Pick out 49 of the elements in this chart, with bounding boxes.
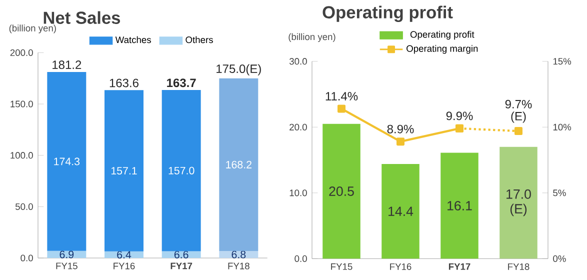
y-tick-label: 100.0 (10, 152, 33, 159)
data-label: 6.4 (117, 250, 132, 258)
y-tick-label: 20.0 (290, 124, 307, 130)
x-tick-label: FY17 (170, 262, 192, 270)
y2-tick-label: 15% (553, 58, 572, 65)
total-label: 175.0(E) (216, 64, 261, 76)
legend-label: Operating profit (410, 30, 474, 40)
y-tick-label: 200.0 (10, 49, 33, 56)
data-label: 174.3 (54, 158, 80, 166)
total-label: 163.7 (167, 78, 196, 88)
y-tick-label: 50.0 (16, 203, 33, 210)
data-label: 157.0 (168, 166, 194, 174)
data-label: 6.6 (174, 250, 188, 258)
legend-label: Watches (115, 36, 151, 44)
y-axis-title: (billion yen) (288, 33, 336, 42)
chart-title: Operating profit (322, 6, 453, 22)
data-label: 9.7% (E) (505, 100, 532, 123)
y2-tick-label: 10% (553, 124, 572, 130)
data-label: 16.1 (448, 201, 472, 210)
total-label: 163.6 (110, 78, 138, 88)
x-tick-label: FY15 (56, 262, 78, 270)
data-label: 157.1 (111, 167, 137, 175)
data-label: 9.9% (446, 112, 473, 120)
x-tick-label: FY16 (114, 262, 135, 270)
data-label: 6.9 (60, 250, 74, 258)
x-tick-label: FY18 (228, 262, 250, 270)
y2-tick-label: 5% (553, 190, 566, 196)
y-axis-title: (billion yen) (9, 24, 56, 34)
legend-label: Operating margin (406, 45, 478, 54)
data-label: 8.9% (387, 124, 414, 134)
y-tick-label: 0.0 (294, 255, 307, 262)
chart-title: Net Sales (44, 11, 120, 24)
y-tick-label: 0.0 (20, 254, 33, 262)
data-label: 6.8 (232, 250, 246, 258)
y-tick-label: 10.0 (290, 190, 307, 196)
data-label: 20.5 (329, 186, 354, 196)
x-tick-label: FY17 (448, 263, 470, 270)
data-label: 14.4 (388, 206, 414, 216)
x-tick-label: FY15 (331, 263, 352, 270)
total-label: 181.2 (52, 60, 82, 70)
x-tick-label: FY16 (390, 263, 412, 270)
y-tick-label: 150.0 (10, 100, 33, 108)
data-label: 168.2 (226, 160, 252, 168)
y2-tick-label: 0% (553, 255, 566, 262)
data-label: 17.0 (E) (506, 189, 531, 216)
x-tick-label: FY18 (508, 263, 530, 270)
y-tick-label: 30.0 (289, 58, 307, 65)
legend-label: Others (186, 36, 213, 44)
data-label: 11.4% (326, 92, 358, 100)
